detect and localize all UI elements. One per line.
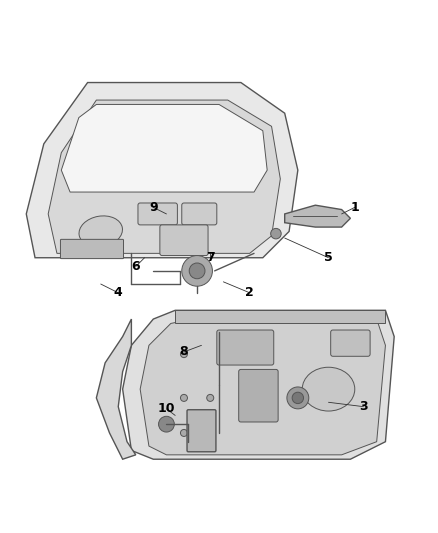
Text: 5: 5 [324,251,333,264]
Ellipse shape [302,367,355,411]
Circle shape [292,392,304,403]
FancyBboxPatch shape [60,239,124,259]
Polygon shape [96,319,136,459]
Circle shape [189,263,205,279]
FancyBboxPatch shape [182,203,217,225]
FancyBboxPatch shape [239,369,278,422]
Polygon shape [140,319,385,455]
FancyBboxPatch shape [138,203,177,225]
Polygon shape [48,100,280,253]
FancyBboxPatch shape [187,410,216,452]
Circle shape [207,421,214,427]
Circle shape [180,394,187,401]
FancyBboxPatch shape [217,330,274,365]
Text: 8: 8 [180,345,188,358]
Circle shape [182,255,212,286]
FancyBboxPatch shape [160,225,208,255]
Text: 2: 2 [245,286,254,300]
Text: 9: 9 [149,201,158,214]
Text: 6: 6 [131,260,140,273]
Circle shape [271,229,281,239]
Text: 3: 3 [359,400,368,413]
Polygon shape [175,310,385,324]
Text: 1: 1 [350,201,359,214]
Circle shape [180,430,187,437]
Text: 4: 4 [114,286,123,300]
FancyBboxPatch shape [331,330,370,356]
Circle shape [207,394,214,401]
Polygon shape [61,104,267,192]
Polygon shape [123,310,394,459]
Text: 10: 10 [158,402,175,415]
Circle shape [159,416,174,432]
Polygon shape [285,205,350,227]
Ellipse shape [79,216,123,247]
Polygon shape [26,83,298,258]
Circle shape [180,351,187,358]
Text: 7: 7 [206,251,215,264]
Circle shape [287,387,309,409]
